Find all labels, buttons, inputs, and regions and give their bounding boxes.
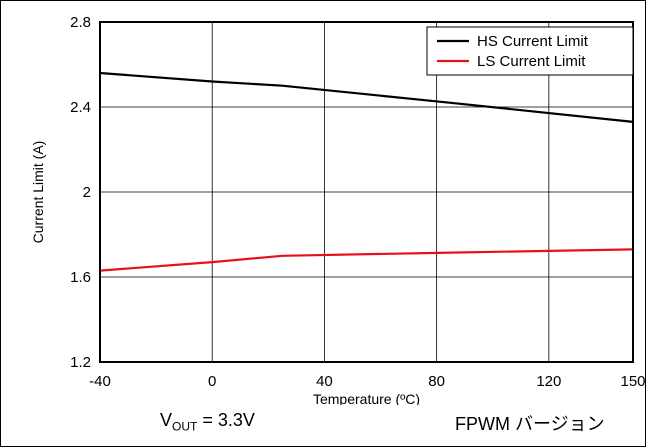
x-tick-label: 120 (536, 373, 561, 390)
y-tick-label: 2 (83, 184, 91, 201)
y-tick-label: 1.6 (70, 269, 91, 286)
x-tick-label: 80 (428, 373, 445, 390)
x-tick-label: 0 (208, 373, 216, 390)
plot-border (99, 21, 634, 363)
x-tick-label: 150 (620, 373, 645, 390)
mode-caption: FPWM バージョン (455, 414, 605, 434)
current-limit-chart: -40 0 40 80 120 150 1.2 1.6 2 2.4 2.8 Temperature (… (30, 14, 646, 405)
x-tick-label: -40 (89, 373, 111, 390)
vout-subscript: OUT (172, 419, 198, 434)
vout-caption: VOUT = 3.3V (160, 410, 255, 434)
vout-value: = 3.3V (197, 410, 255, 430)
vout-prefix: V (160, 410, 173, 430)
series-line (99, 71, 634, 123)
y-axis-label: Current Limit (A) (30, 141, 46, 244)
legend-label: LS Current Limit (477, 53, 586, 70)
series-line (99, 248, 634, 272)
y-tick-label: 1.2 (70, 354, 91, 371)
x-axis-label: Temperature (ºC) (313, 391, 420, 405)
legend-box (426, 26, 634, 76)
legend-label: HS Current Limit (477, 33, 589, 50)
y-tick-label: 2.8 (70, 14, 91, 31)
x-tick-label: 40 (316, 373, 333, 390)
y-tick-label: 2.4 (70, 99, 91, 116)
